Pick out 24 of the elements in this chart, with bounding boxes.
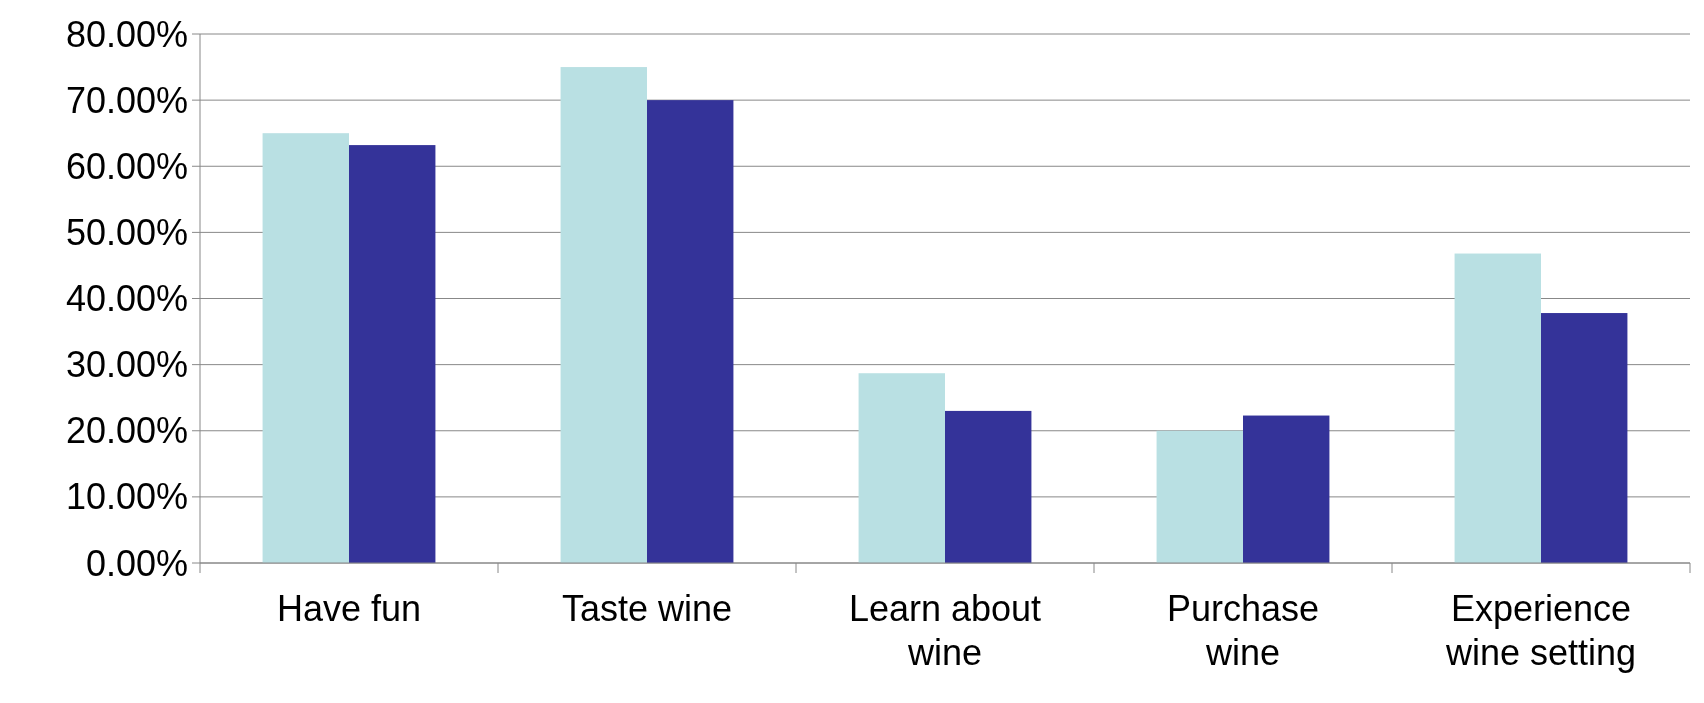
- bar: [1243, 415, 1330, 563]
- x-tick-label: Taste wine: [561, 588, 733, 629]
- bar: [1454, 253, 1541, 563]
- bar: [945, 410, 1032, 563]
- y-tick-label: 10.00%: [65, 476, 188, 518]
- bar: [1156, 430, 1243, 563]
- bar: [349, 145, 436, 563]
- y-tick-label: 40.00%: [65, 278, 188, 320]
- x-tick-label: Have fun: [276, 588, 422, 629]
- y-tick-label: 80.00%: [65, 13, 188, 55]
- x-tick-label: Purchase wine: [1166, 588, 1320, 673]
- y-tick-label: 0.00%: [85, 542, 188, 584]
- y-tick-label: 70.00%: [65, 79, 188, 121]
- y-tick-label: 60.00%: [65, 145, 188, 187]
- bar: [647, 100, 734, 563]
- bar: [858, 373, 945, 563]
- bar: [262, 133, 349, 563]
- bar: [1541, 313, 1628, 563]
- y-tick-label: 30.00%: [65, 344, 188, 386]
- y-tick-label: 20.00%: [65, 410, 188, 452]
- x-tick-label: Experience wine setting: [1444, 588, 1637, 673]
- bar: [560, 67, 647, 563]
- y-tick-label: 50.00%: [65, 211, 188, 253]
- x-tick-label: Learn about wine: [848, 588, 1042, 673]
